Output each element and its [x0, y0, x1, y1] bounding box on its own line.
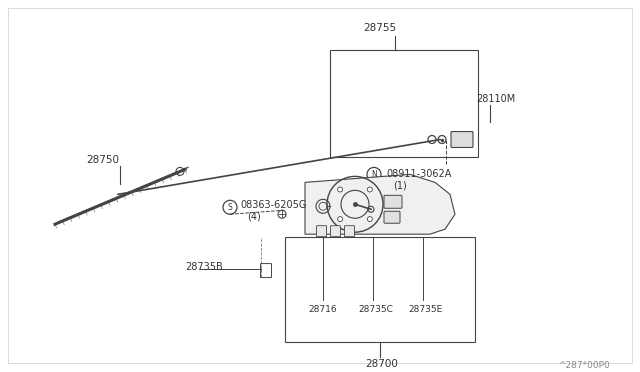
Text: N: N: [371, 170, 377, 179]
Bar: [330, 50, 478, 157]
FancyBboxPatch shape: [260, 264, 271, 278]
Circle shape: [367, 217, 372, 222]
Text: ^287*00P0: ^287*00P0: [558, 361, 610, 370]
FancyBboxPatch shape: [317, 226, 326, 237]
Text: S: S: [228, 203, 232, 212]
Text: 28750: 28750: [86, 155, 119, 166]
FancyBboxPatch shape: [384, 195, 402, 208]
Polygon shape: [305, 174, 455, 234]
Text: (4): (4): [247, 211, 260, 221]
FancyBboxPatch shape: [344, 226, 355, 237]
Text: 08363-6205G: 08363-6205G: [240, 200, 307, 210]
Bar: [285, 237, 475, 342]
Text: 28735C: 28735C: [358, 305, 393, 314]
Text: 28716: 28716: [308, 305, 337, 314]
FancyBboxPatch shape: [384, 211, 400, 223]
Circle shape: [338, 217, 342, 222]
FancyBboxPatch shape: [451, 132, 473, 147]
Text: 28735E: 28735E: [408, 305, 442, 314]
Text: 28755: 28755: [364, 23, 397, 33]
Text: 28735B: 28735B: [185, 262, 223, 272]
Text: (1): (1): [393, 180, 407, 190]
Circle shape: [338, 187, 342, 192]
Text: 28700: 28700: [365, 359, 398, 369]
FancyBboxPatch shape: [330, 226, 340, 237]
Text: 28110M: 28110M: [476, 94, 515, 104]
Text: 08911-3062A: 08911-3062A: [386, 169, 451, 179]
Circle shape: [367, 187, 372, 192]
